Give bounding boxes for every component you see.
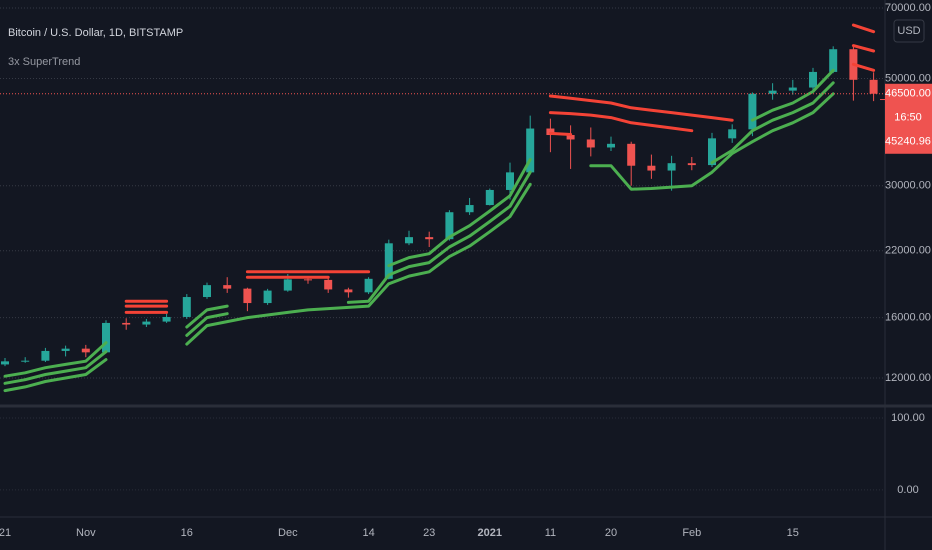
candle-body <box>788 87 797 91</box>
candle-body <box>627 143 636 166</box>
x-tick-label: 14 <box>362 527 374 539</box>
candle-body <box>607 143 615 148</box>
indicator-label[interactable]: 3x SuperTrend <box>8 56 80 68</box>
candle-body <box>809 71 817 88</box>
supertrend-line <box>3 92 835 393</box>
candle-body <box>283 279 292 291</box>
candle-body <box>708 138 716 166</box>
countdown-label: 16:50 <box>894 112 922 124</box>
candle-body <box>728 129 737 139</box>
x-tick-label: 20 <box>605 527 617 539</box>
supertrend-line <box>124 23 876 303</box>
candle-body <box>586 139 595 148</box>
candle-body <box>546 128 555 136</box>
candle-body <box>425 237 434 240</box>
candle-body <box>1 361 9 365</box>
candle-body <box>263 290 272 304</box>
candle-body <box>485 189 494 206</box>
y-tick-label: 22000.00 <box>885 245 931 257</box>
candle-body <box>162 316 171 322</box>
candle-body <box>21 360 30 362</box>
candle-body <box>182 297 191 317</box>
candle-body <box>687 163 696 166</box>
x-tick-label: 23 <box>423 527 435 539</box>
plot <box>0 7 885 491</box>
lower-y-tick-label: 0.00 <box>897 484 918 496</box>
candle-body <box>667 163 676 171</box>
x-tick-label: Dec <box>278 527 298 539</box>
candle-body <box>566 135 575 140</box>
y-tick-label: 30000.00 <box>885 180 931 192</box>
candle-body <box>142 321 151 325</box>
currency-label[interactable]: USD <box>897 25 920 37</box>
candle-body <box>243 288 252 304</box>
candle-body <box>506 172 514 190</box>
candle-body <box>61 348 70 351</box>
y-tick-label: 50000.00 <box>885 72 931 84</box>
x-tick-label: 21 <box>0 527 11 539</box>
candle-body <box>203 285 211 298</box>
supertrend-line <box>124 44 876 308</box>
last-price-label: 46500.00 <box>885 88 931 100</box>
candle-body <box>344 289 353 293</box>
candle-body <box>304 279 312 281</box>
candle-body <box>223 285 232 289</box>
candle-body <box>41 350 50 361</box>
x-tick-label: 11 <box>545 527 556 539</box>
y-tick-label: 70000.00 <box>885 2 931 14</box>
candle-body <box>102 322 110 353</box>
candle-body <box>465 205 474 213</box>
supertrend-line <box>124 62 876 314</box>
x-tick-label: Feb <box>682 527 701 539</box>
x-tick-label: 2021 <box>478 527 502 539</box>
x-tick-label: 15 <box>787 527 799 539</box>
x-tick-label: 16 <box>181 527 193 539</box>
reference-price-label: 45240.96 <box>885 136 931 148</box>
candle-body <box>526 128 535 173</box>
lower-y-tick-label: 100.00 <box>891 412 925 424</box>
price-label-box <box>885 83 932 154</box>
candle-body <box>122 322 131 325</box>
candle-body <box>869 79 878 94</box>
x-tick-label: Nov <box>76 527 96 539</box>
candle-body <box>748 93 757 130</box>
supertrend-line <box>3 81 835 385</box>
y-tick-label: 16000.00 <box>885 312 931 324</box>
candle-body <box>647 165 656 171</box>
candle-body <box>364 278 373 293</box>
candle-body <box>405 237 413 244</box>
candle-body <box>829 49 838 72</box>
candle-body <box>445 212 454 240</box>
symbol-title: Bitcoin / U.S. Dollar, 1D, BITSTAMP <box>8 27 183 39</box>
candle-body <box>324 279 333 290</box>
candle-body <box>768 90 777 94</box>
currency-button[interactable] <box>893 19 925 43</box>
candle-body <box>81 348 90 353</box>
y-tick-label: 12000.00 <box>885 372 931 384</box>
supertrend-line <box>3 68 835 378</box>
candle-body <box>384 243 393 279</box>
